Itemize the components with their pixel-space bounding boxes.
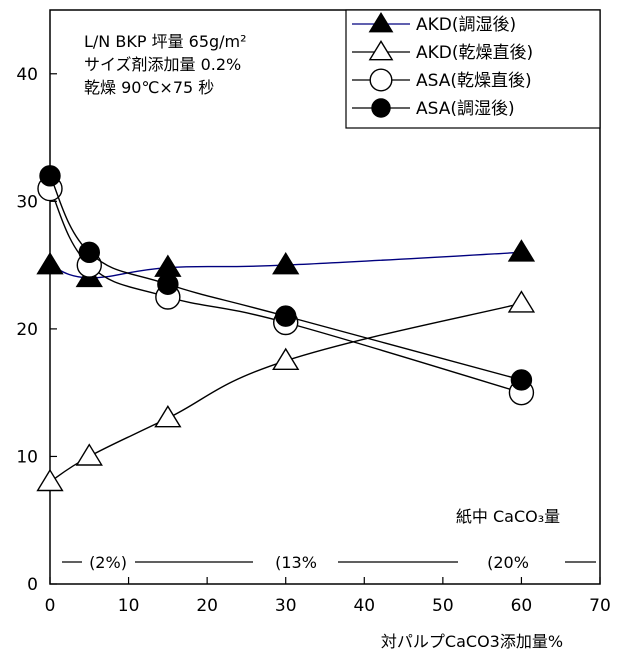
x-tick-label: 40: [353, 596, 375, 616]
legend-entry-2: ASA(乾燥直後): [352, 68, 532, 92]
condition-line-3: 乾燥 90℃×75 秒: [84, 78, 214, 97]
conditions-annotation: L/N BKP 坪量 65g/m² サイズ剤添加量 0.2% 乾燥 90℃×75…: [84, 32, 247, 97]
caco3-band: (2%) (13% (20%: [62, 553, 596, 572]
legend-label: ASA(調湿後): [416, 99, 515, 119]
condition-line-2: サイズ剤添加量 0.2%: [84, 55, 241, 74]
legend-marker: [368, 12, 394, 33]
caco3-level-label: (2%): [89, 553, 127, 572]
data-point: [157, 273, 179, 295]
x-axis-label: 対パルプCaCO3添加量%: [381, 632, 563, 651]
legend-label: AKD(乾燥直後): [416, 43, 533, 63]
legend-entry-3: ASA(調湿後): [352, 98, 515, 119]
data-point: [507, 239, 536, 262]
data-point: [36, 468, 64, 492]
data-point: [75, 443, 103, 466]
caco3-level-label: (13%: [275, 553, 317, 572]
legend-marker: [371, 98, 391, 118]
series-layer: [36, 165, 536, 492]
data-point: [507, 290, 536, 313]
data-point: [154, 405, 182, 428]
legend-label: ASA(乾燥直後): [416, 71, 532, 91]
y-axis: 0 10 20 30 40: [16, 65, 57, 595]
x-tick-label: 10: [118, 596, 140, 616]
x-tick-label: 60: [511, 596, 533, 616]
legend-entry-1: AKD(乾燥直後): [352, 40, 533, 63]
x-tick-label: 0: [45, 596, 56, 616]
data-point: [275, 305, 297, 327]
caco3-title: 紙中 CaCO₃量: [456, 507, 560, 526]
data-point: [78, 241, 100, 264]
data-point: [154, 254, 182, 277]
y-tick-label: 20: [16, 320, 38, 340]
series-0: [36, 239, 536, 288]
caco3-level-label: (20%: [487, 553, 529, 572]
data-point: [272, 347, 300, 371]
legend: AKD(調湿後) AKD(乾燥直後) ASA(乾燥直後) ASA(調湿後): [345, 9, 601, 129]
plot-area: [49, 9, 601, 585]
condition-line-1: L/N BKP 坪量 65g/m²: [84, 32, 247, 51]
y-tick-label: 30: [16, 192, 38, 212]
x-tick-label: 30: [275, 596, 297, 616]
series-2: [37, 175, 535, 406]
legend-label: AKD(調湿後): [416, 15, 516, 35]
data-point: [36, 251, 64, 275]
data-point: [510, 369, 533, 391]
x-tick-label: 50: [432, 596, 454, 616]
series-1: [36, 290, 536, 492]
series-3: [39, 165, 533, 391]
legend-marker: [369, 68, 393, 92]
data-point: [272, 251, 300, 275]
x-axis: 0 10 20 30 40 50 60 70: [45, 577, 611, 616]
y-tick-label: 10: [16, 447, 38, 467]
series-line: [49, 175, 522, 381]
legend-marker: [368, 40, 394, 61]
y-tick-label: 40: [16, 65, 38, 85]
legend-entry-0: AKD(調湿後): [352, 12, 516, 35]
x-tick-label: 70: [589, 596, 611, 616]
y-tick-label: 0: [27, 575, 38, 595]
x-tick-label: 20: [196, 596, 218, 616]
data-point: [39, 165, 61, 187]
